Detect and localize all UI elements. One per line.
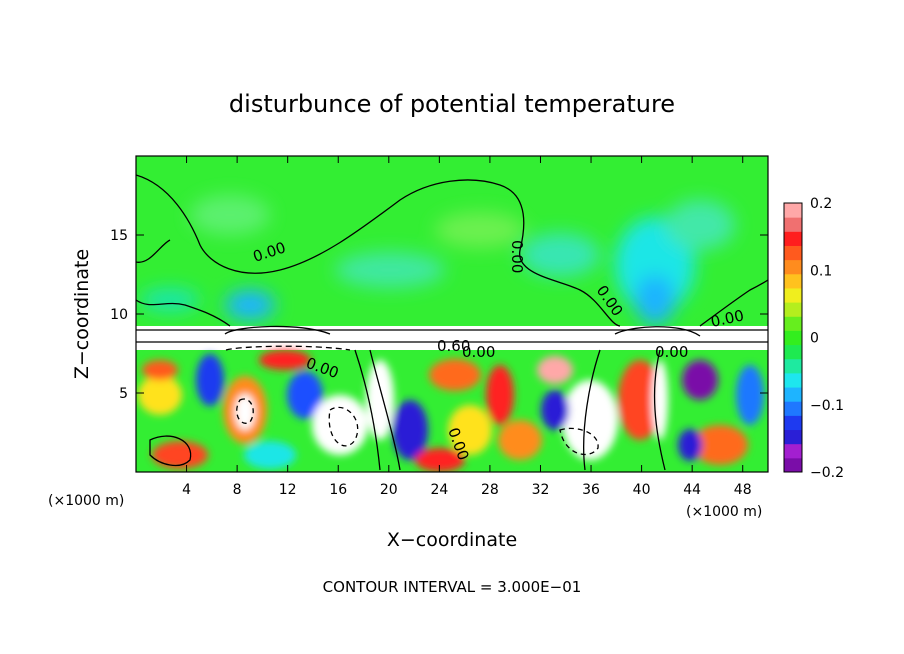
colorbar-tick-label: −0.2 <box>810 465 844 481</box>
colorbar-swatch <box>784 302 802 317</box>
contour-label: 0.00 <box>655 343 688 361</box>
colorbar-swatch <box>784 330 802 346</box>
x-tick-label: 8 <box>233 482 242 498</box>
x-axis-label: X−coordinate <box>387 529 517 551</box>
y-tick-label: 10 <box>110 307 128 323</box>
colorbar-swatch <box>784 429 802 445</box>
x-tick-label: 32 <box>532 482 550 498</box>
colorbar: 0.2 0.1 0 −0.1 −0.2 <box>783 196 844 481</box>
colorbar-swatch <box>784 457 802 473</box>
contour-interval-note: CONTOUR INTERVAL = 3.000E−01 <box>323 578 582 596</box>
colorbar-swatch <box>784 316 802 331</box>
colorbar-swatch <box>784 273 802 289</box>
y-tick-label: 15 <box>110 228 128 244</box>
colorbar-swatch <box>784 415 802 431</box>
colorbar-frame <box>783 202 803 473</box>
y-axis-label: Z−coordinate <box>71 249 93 379</box>
colorbar-swatch <box>784 344 802 360</box>
x-axis: 4 8 12 16 20 24 28 32 36 40 44 48 <box>182 156 752 498</box>
lower-layer-turbulence <box>138 350 764 472</box>
x-tick-label: 20 <box>380 482 398 498</box>
colorbar-swatch <box>784 217 802 232</box>
plot-area <box>136 156 768 472</box>
x-tick-label: 44 <box>683 482 701 498</box>
colorbar-swatch <box>784 245 802 261</box>
colorbar-tick-label: 0.2 <box>810 196 832 212</box>
x-tick-label: 36 <box>582 482 600 498</box>
colorbar-swatch <box>784 259 802 275</box>
x-tick-label: 12 <box>279 482 297 498</box>
colorbar-swatch <box>784 387 802 402</box>
colorbar-tick-label: 0.1 <box>810 263 832 279</box>
colorbar-swatch <box>784 203 802 218</box>
contour-lines <box>136 174 768 471</box>
x-tick-label: 4 <box>182 482 191 498</box>
colorbar-swatch <box>784 287 802 303</box>
y-axis: 5 10 15 <box>110 228 768 402</box>
x-unit-right: (×1000 m) <box>686 504 762 520</box>
colorbar-swatch <box>784 231 802 246</box>
x-unit-left: (×1000 m) <box>48 493 124 509</box>
colorbar-swatch <box>784 401 802 416</box>
colorbar-tick-label: −0.1 <box>810 398 844 414</box>
colorbar-swatch <box>784 372 802 388</box>
contour-label-layer: 0.00 0.00 0.00 0.00 0.00 0.00 0.00 0.60 … <box>251 238 746 462</box>
x-tick-label: 28 <box>481 482 499 498</box>
upper-layer-anomalies <box>140 195 735 325</box>
contour-label: 0.00 <box>508 240 526 273</box>
colorbar-swatch <box>784 358 802 374</box>
x-tick-label: 16 <box>329 482 347 498</box>
contour-label: 0.00 <box>462 343 495 361</box>
colorbar-swatch <box>784 443 802 459</box>
x-tick-label: 48 <box>734 482 752 498</box>
x-tick-label: 24 <box>430 482 448 498</box>
contour-label: 0.60 <box>437 337 470 355</box>
chart-title: disturbunce of potential temperature <box>229 90 675 118</box>
colorbar-tick-label: 0 <box>810 331 819 347</box>
y-tick-label: 5 <box>119 386 128 402</box>
x-tick-label: 40 <box>633 482 651 498</box>
